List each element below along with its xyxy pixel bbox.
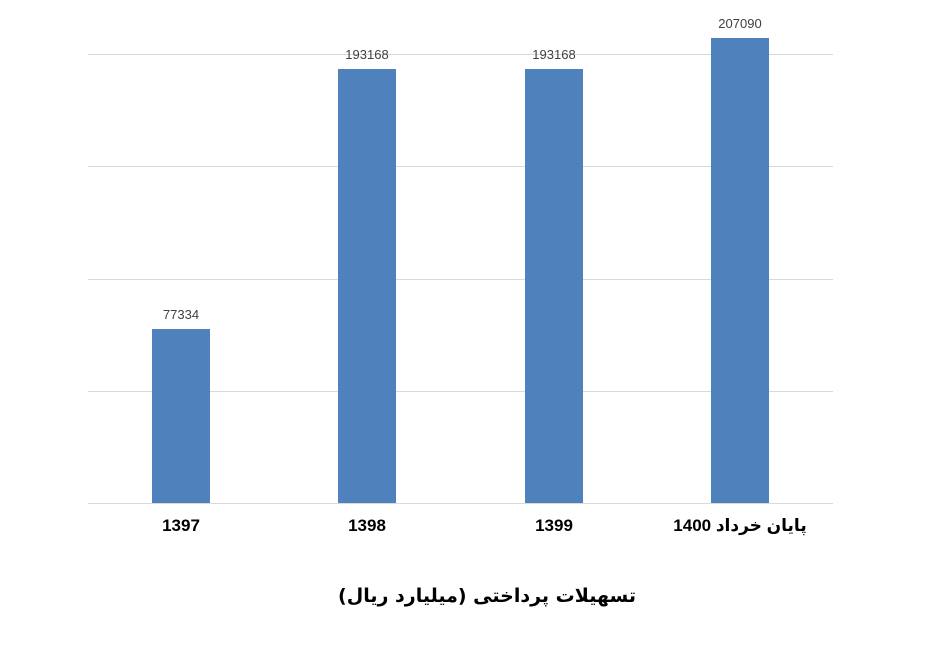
gridline [88,390,833,392]
x-axis-baseline [88,503,833,504]
bar-value-label: 193168 [532,47,576,62]
x-axis-label-2: 1399 [535,516,573,535]
gridline [88,278,833,280]
gridline [88,54,833,55]
chart-title: تسهیلات پرداختی (میلیارد ریال) [338,585,636,607]
x-axis-label-1: 1398 [348,516,386,535]
x-axis-label-3: پایان خرداد 1400 [673,516,807,535]
bar-پایان خرداد 1400 [711,38,769,503]
bar-1397 [152,329,210,503]
gridline [88,166,833,168]
bar-1399 [525,69,583,503]
bar-value-label: 207090 [718,16,762,31]
bar-value-label: 77334 [162,307,200,322]
x-axis-label-0: 1397 [162,516,200,535]
bar-value-label: 193168 [345,47,389,62]
bar-1398 [338,69,396,503]
